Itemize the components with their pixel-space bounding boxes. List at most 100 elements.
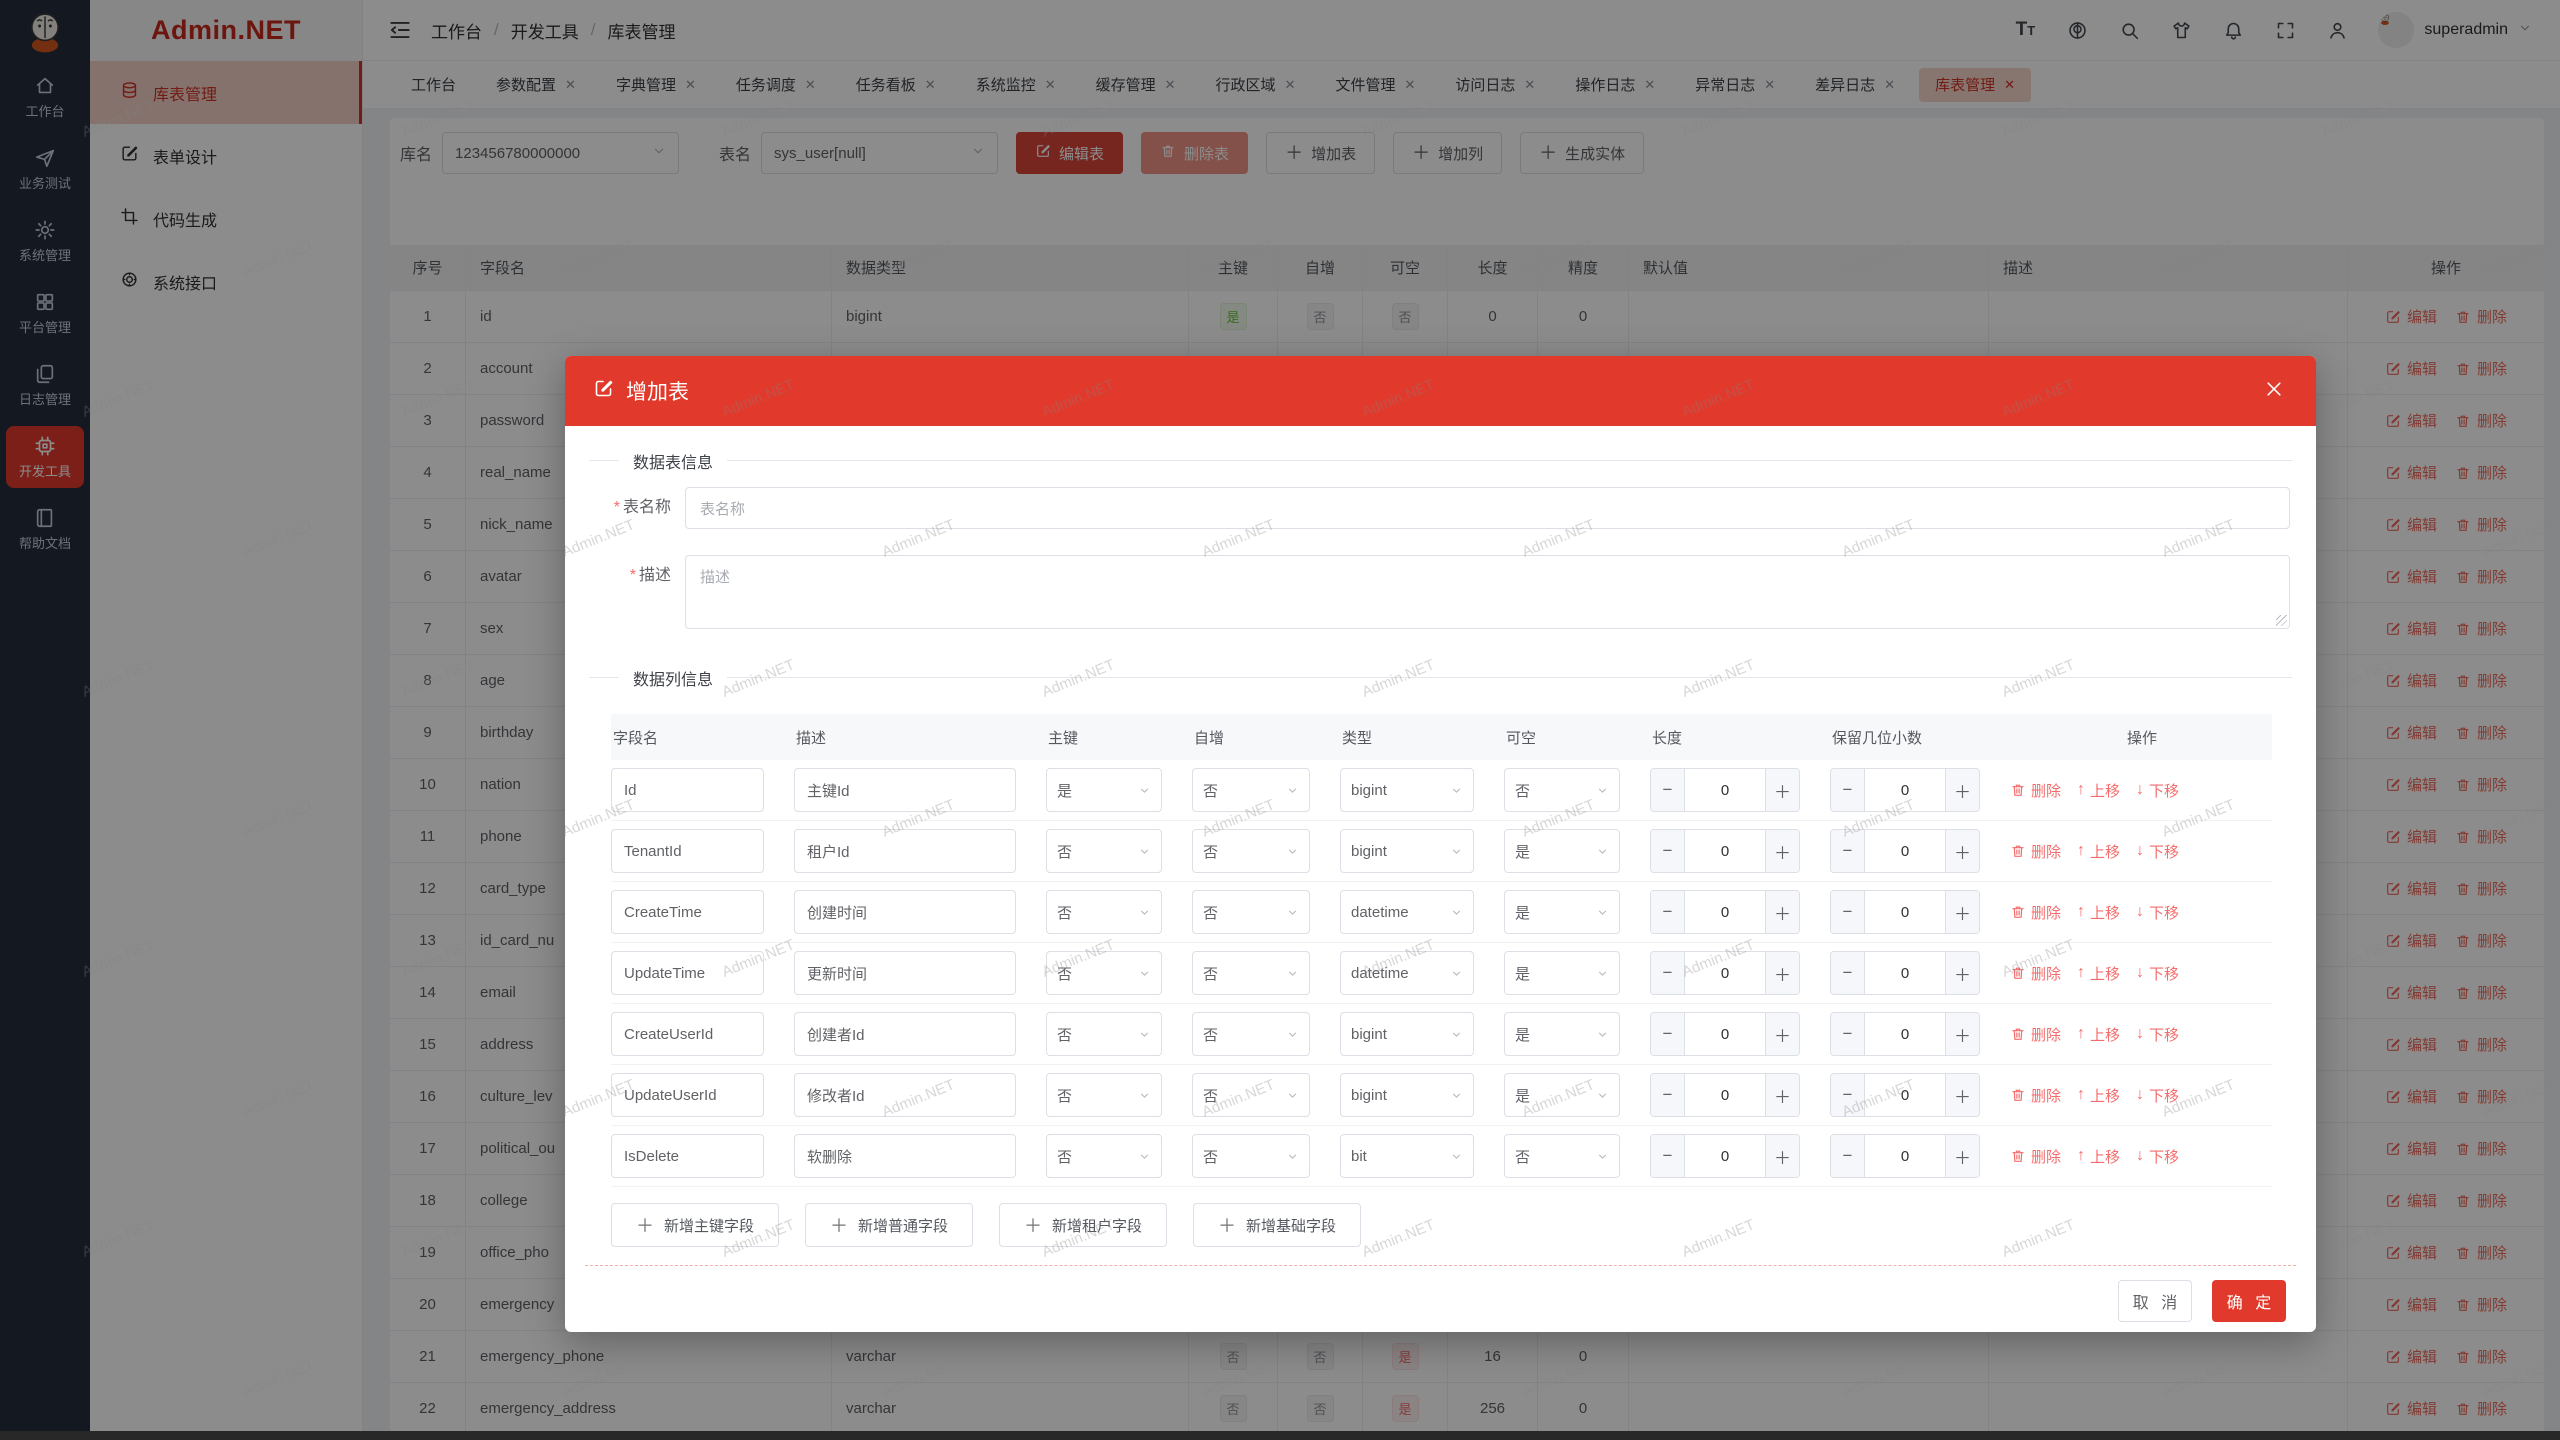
tab-行政区域[interactable]: 行政区域 ✕ — [1200, 68, 1312, 102]
move-down-link[interactable]: ↓ 下移 — [2136, 903, 2180, 922]
move-down-link[interactable]: ↓ 下移 — [2136, 781, 2180, 800]
tab-close-icon[interactable]: ✕ — [1284, 76, 1296, 92]
decrease-button[interactable]: − — [1831, 1135, 1865, 1177]
sidebar-item-工作台[interactable]: 工作台 — [6, 66, 84, 128]
sidebar-item-帮助文档[interactable]: 帮助文档 — [6, 498, 84, 560]
delete-row-link[interactable]: 删除 — [2455, 410, 2507, 431]
增加表-button[interactable]: ＋ 增加表 — [1266, 132, 1376, 174]
decrease-button[interactable]: − — [1831, 952, 1865, 994]
language-icon[interactable] — [2066, 19, 2088, 41]
type-select[interactable]: bigint — [1340, 829, 1474, 873]
edit-row-link[interactable]: 编辑 — [2385, 566, 2437, 587]
edit-row-link[interactable]: 编辑 — [2385, 1294, 2437, 1315]
增加列-button[interactable]: ＋ 增加列 — [1393, 132, 1503, 174]
field-name-input[interactable]: IsDelete — [611, 1134, 764, 1178]
type-select[interactable]: datetime — [1340, 890, 1474, 934]
decrease-button[interactable]: − — [1651, 769, 1685, 811]
edit-row-link[interactable]: 编辑 — [2385, 1242, 2437, 1263]
delete-column-link[interactable]: 删除 — [2010, 780, 2061, 801]
resize-grip[interactable] — [2276, 615, 2287, 626]
tab-close-icon[interactable]: ✕ — [1164, 76, 1176, 92]
field-desc-input[interactable]: 修改者Id — [794, 1073, 1016, 1117]
sidebar-item-开发工具[interactable]: 开发工具 — [6, 426, 84, 488]
submenu-item-系统接口[interactable]: 系统接口 — [90, 250, 362, 313]
delete-row-link[interactable]: 删除 — [2455, 670, 2507, 691]
increase-button[interactable]: ＋ — [1765, 1013, 1799, 1055]
stepper-value[interactable]: 0 — [1900, 842, 1910, 860]
nullable-select[interactable]: 是 — [1504, 890, 1620, 934]
tab-差异日志[interactable]: 差异日志 ✕ — [1799, 68, 1911, 102]
stepper-value[interactable]: 0 — [1720, 781, 1730, 799]
edit-row-link[interactable]: 编辑 — [2385, 670, 2437, 691]
delete-row-link[interactable]: 删除 — [2455, 1294, 2507, 1315]
tab-系统监控[interactable]: 系统监控 ✕ — [960, 68, 1072, 102]
decrease-button[interactable]: − — [1831, 1074, 1865, 1116]
delete-column-link[interactable]: 删除 — [2010, 1146, 2061, 1167]
add-field-button-新增主键字段[interactable]: ＋ 新增主键字段 — [611, 1203, 780, 1247]
edit-row-link[interactable]: 编辑 — [2385, 722, 2437, 743]
delete-row-link[interactable]: 删除 — [2455, 306, 2507, 327]
submenu-item-表单设计[interactable]: 表单设计 — [90, 124, 362, 187]
autoincrement-select[interactable]: 否 — [1192, 1012, 1310, 1056]
sidebar-item-平台管理[interactable]: 平台管理 — [6, 282, 84, 344]
breadcrumb-item[interactable]: 库表管理 — [607, 22, 676, 42]
tab-字典管理[interactable]: 字典管理 ✕ — [600, 68, 712, 102]
delete-row-link[interactable]: 删除 — [2455, 514, 2507, 535]
notification-icon[interactable] — [2222, 19, 2244, 41]
submenu-item-代码生成[interactable]: 代码生成 — [90, 187, 362, 250]
edit-row-link[interactable]: 编辑 — [2385, 1190, 2437, 1211]
tab-close-icon[interactable]: ✕ — [1524, 76, 1536, 92]
increase-button[interactable]: ＋ — [1945, 769, 1979, 811]
edit-row-link[interactable]: 编辑 — [2385, 774, 2437, 795]
nullable-select[interactable]: 是 — [1504, 829, 1620, 873]
pk-select[interactable]: 否 — [1046, 951, 1162, 995]
breadcrumb-item[interactable]: 工作台 — [431, 22, 482, 42]
delete-row-link[interactable]: 删除 — [2455, 1346, 2507, 1367]
autoincrement-select[interactable]: 否 — [1192, 829, 1310, 873]
move-up-link[interactable]: ↑ 上移 — [2077, 1086, 2121, 1105]
delete-row-link[interactable]: 删除 — [2455, 774, 2507, 795]
edit-row-link[interactable]: 编辑 — [2385, 306, 2437, 327]
collapse-menu-icon[interactable] — [387, 17, 413, 43]
theme-icon[interactable] — [2170, 19, 2192, 41]
stepper-value[interactable]: 0 — [1720, 903, 1730, 921]
autoincrement-select[interactable]: 否 — [1192, 768, 1310, 812]
type-select[interactable]: datetime — [1340, 951, 1474, 995]
db-select[interactable]: 123456780000000 — [442, 132, 680, 174]
tab-缓存管理[interactable]: 缓存管理 ✕ — [1080, 68, 1192, 102]
move-up-link[interactable]: ↑ 上移 — [2077, 1147, 2121, 1166]
move-up-link[interactable]: ↑ 上移 — [2077, 903, 2121, 922]
move-up-link[interactable]: ↑ 上移 — [2077, 1025, 2121, 1044]
increase-button[interactable]: ＋ — [1765, 891, 1799, 933]
nullable-select[interactable]: 是 — [1504, 1012, 1620, 1056]
delete-row-link[interactable]: 删除 — [2455, 982, 2507, 1003]
decrease-button[interactable]: − — [1651, 830, 1685, 872]
delete-row-link[interactable]: 删除 — [2455, 1190, 2507, 1211]
decrease-button[interactable]: − — [1651, 891, 1685, 933]
删除表-button[interactable]: 删除表 — [1141, 132, 1249, 174]
type-select[interactable]: bit — [1340, 1134, 1474, 1178]
move-up-link[interactable]: ↑ 上移 — [2077, 964, 2121, 983]
increase-button[interactable]: ＋ — [1945, 891, 1979, 933]
edit-row-link[interactable]: 编辑 — [2385, 878, 2437, 899]
field-desc-input[interactable]: 软删除 — [794, 1134, 1016, 1178]
increase-button[interactable]: ＋ — [1765, 769, 1799, 811]
add-field-button-新增租户字段[interactable]: ＋ 新增租户字段 — [999, 1203, 1168, 1247]
field-name-input[interactable]: CreateTime — [611, 890, 764, 934]
edit-row-link[interactable]: 编辑 — [2385, 1138, 2437, 1159]
decrease-button[interactable]: − — [1831, 769, 1865, 811]
move-down-link[interactable]: ↓ 下移 — [2136, 964, 2180, 983]
delete-column-link[interactable]: 删除 — [2010, 1024, 2061, 1045]
field-name-input[interactable]: UpdateTime — [611, 951, 764, 995]
move-up-link[interactable]: ↑ 上移 — [2077, 781, 2121, 800]
delete-row-link[interactable]: 删除 — [2455, 1398, 2507, 1419]
sidebar-item-系统管理[interactable]: 系统管理 — [6, 210, 84, 272]
increase-button[interactable]: ＋ — [1765, 1135, 1799, 1177]
user-menu[interactable]: superadmin — [2378, 12, 2532, 48]
tab-close-icon[interactable]: ✕ — [684, 76, 696, 92]
increase-button[interactable]: ＋ — [1945, 1013, 1979, 1055]
increase-button[interactable]: ＋ — [1765, 1074, 1799, 1116]
field-desc-input[interactable]: 租户Id — [794, 829, 1016, 873]
add-field-button-新增基础字段[interactable]: ＋ 新增基础字段 — [1193, 1203, 1362, 1247]
